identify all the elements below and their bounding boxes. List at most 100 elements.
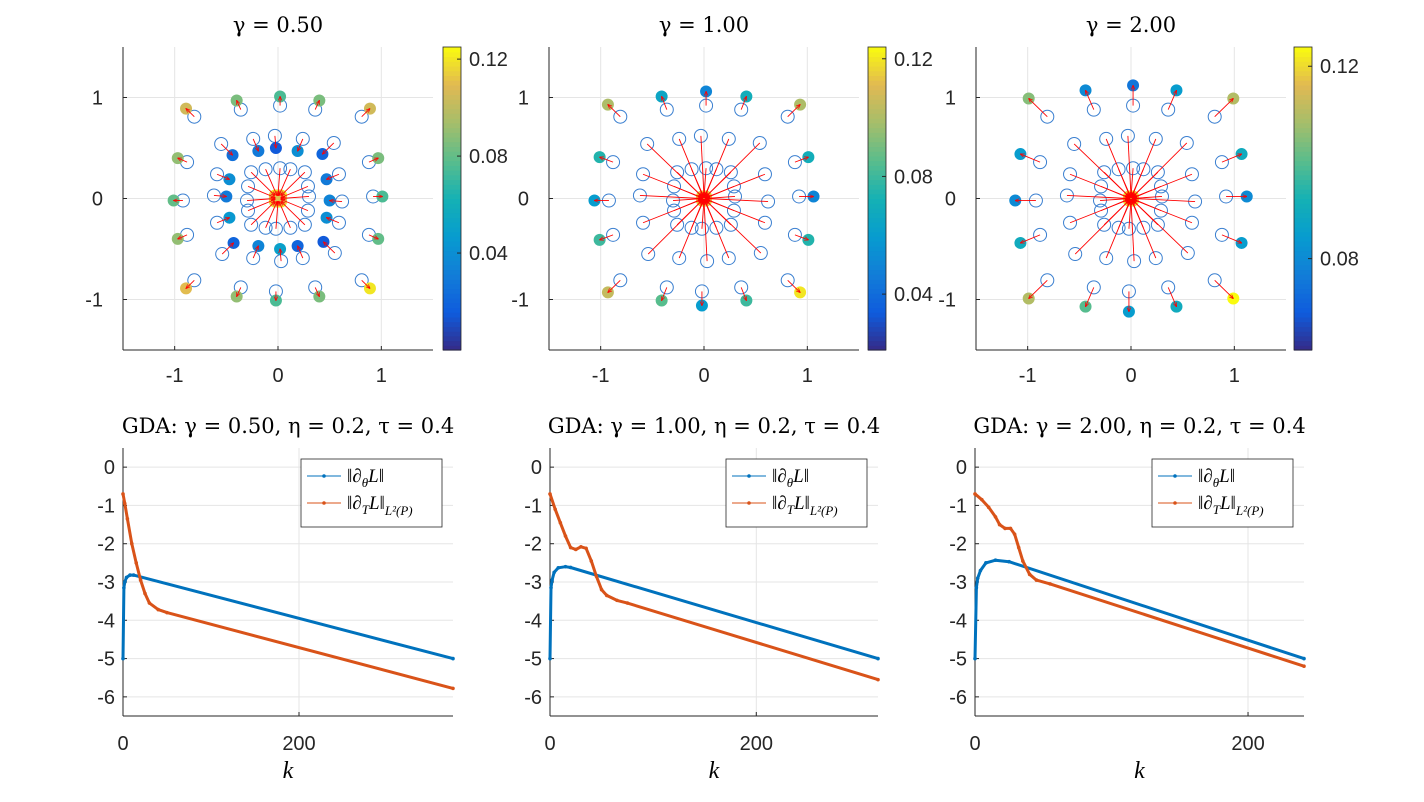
source-point: [753, 246, 768, 261]
colorbar-segment: [443, 170, 461, 176]
data-point-orange: [993, 515, 998, 519]
colorbar-segment: [443, 288, 461, 294]
source-point: [721, 131, 736, 146]
data-point-orange: [1008, 526, 1013, 531]
legend-norm-subscript: L²(P): [384, 503, 413, 518]
colorbar-segment: [1294, 51, 1312, 58]
legend-subscript: T: [362, 502, 370, 517]
displacement-arrow: [662, 96, 668, 110]
colorbar-segment: [868, 316, 886, 323]
colorbar-segment: [1294, 207, 1312, 214]
source-point: [246, 131, 261, 146]
source-point: [659, 102, 674, 117]
colorbar-segment: [443, 165, 461, 171]
y-tick-label: 0: [956, 457, 967, 479]
source-point: [244, 217, 259, 232]
source-point: [244, 165, 259, 180]
legend-text: L‖: [792, 466, 809, 487]
legend-text: ‖∂: [347, 466, 362, 487]
colorbar-segment: [1294, 293, 1312, 299]
colorbar-segment: [443, 151, 461, 157]
source-point: [240, 193, 254, 208]
legend-text: L‖: [793, 493, 810, 514]
colorbar-segment: [868, 207, 886, 214]
source-point: [787, 227, 802, 242]
colorbar-segment: [868, 89, 886, 95]
legend: ‖∂θL‖‖∂TL‖L²(P): [725, 458, 868, 528]
colorbar-segment: [1294, 65, 1312, 72]
displacement-arrow: [1214, 279, 1234, 298]
displacement-arrow: [279, 169, 291, 195]
data-point-blue: [568, 565, 573, 570]
colorbar-frame: [1293, 46, 1313, 351]
x-tick-label: 200: [740, 733, 773, 755]
colorbar-segment: [868, 51, 886, 58]
y-tick-label: -1: [85, 290, 103, 312]
source-point: [670, 165, 685, 180]
colorbar-segment: [868, 302, 886, 308]
displacement-arrow: [740, 96, 746, 110]
y-tick-label: 0: [92, 189, 103, 211]
x-axis-label: k: [1134, 758, 1145, 784]
displacement-arrow: [178, 158, 188, 163]
colorbar-segment: [868, 193, 886, 200]
source-point: [780, 109, 795, 124]
source-point: [636, 167, 651, 182]
source-point: [1099, 131, 1114, 146]
source-point: [1094, 179, 1109, 194]
data-point-blue: [550, 578, 554, 582]
colorbar-segment: [443, 132, 461, 138]
data-point-orange: [156, 607, 160, 612]
legend-text: L‖: [1218, 466, 1235, 487]
colorbar-segment: [443, 241, 461, 247]
colorbar-segment: [868, 264, 886, 271]
colorbar-segment: [1294, 226, 1312, 233]
colorbar-segment: [1294, 255, 1312, 261]
colorbar-segment: [1294, 231, 1312, 237]
colorbar-segment: [868, 70, 886, 77]
colorbar-segment: [868, 75, 886, 81]
displacement-arrow: [252, 246, 258, 259]
panel-title: γ = 2.00: [1086, 13, 1176, 37]
colorbar-segment: [868, 335, 886, 342]
legend-subscript: θ: [1213, 475, 1220, 490]
source-point: [210, 167, 225, 182]
displacement-arrow: [1020, 234, 1041, 243]
source-point: [723, 217, 738, 232]
source-point: [1148, 251, 1163, 266]
displacement-arrow: [706, 199, 769, 202]
source-point: [757, 215, 772, 230]
displacement-arrow: [314, 101, 319, 110]
colorbar-segment: [443, 103, 461, 110]
colorbar-segment: [868, 108, 886, 114]
legend-subscript: T: [787, 502, 795, 517]
y-tick-label: -5: [949, 649, 967, 671]
displacement-arrow: [787, 105, 800, 118]
colorbar-segment: [443, 61, 461, 67]
displacement-arrow: [1131, 201, 1135, 262]
displacement-arrow: [705, 201, 730, 259]
displacement-arrow: [213, 195, 226, 196]
displacement-arrow: [250, 202, 275, 226]
colorbar-segment: [443, 127, 461, 133]
colorbar-segment: [1294, 132, 1312, 138]
source-point: [297, 165, 312, 180]
legend-label-theta: ‖∂θL‖: [347, 466, 384, 490]
scatter-panel-2: -1 -1 0 0 1 1 γ = 1.00: [511, 13, 859, 387]
displacement-arrow: [186, 279, 195, 288]
y-tick-label: -2: [949, 534, 967, 556]
colorbar-segment: [868, 236, 886, 242]
x-tick-label: -1: [1019, 365, 1037, 387]
displacement-arrow: [1214, 99, 1234, 118]
scatter-panel-3: -1 -1 0 0 1 1 γ = 2.00: [938, 13, 1286, 387]
colorbar-segment: [868, 198, 886, 204]
colorbar-segment: [1294, 80, 1312, 86]
data-point-orange: [134, 561, 138, 565]
displacement-arrow: [252, 138, 258, 151]
series-line-blue: [973, 558, 1306, 661]
displacement-arrow: [705, 138, 730, 197]
displacement-arrow: [1133, 200, 1193, 224]
colorbar-segment: [868, 321, 886, 327]
colorbar-segment: [868, 269, 886, 275]
